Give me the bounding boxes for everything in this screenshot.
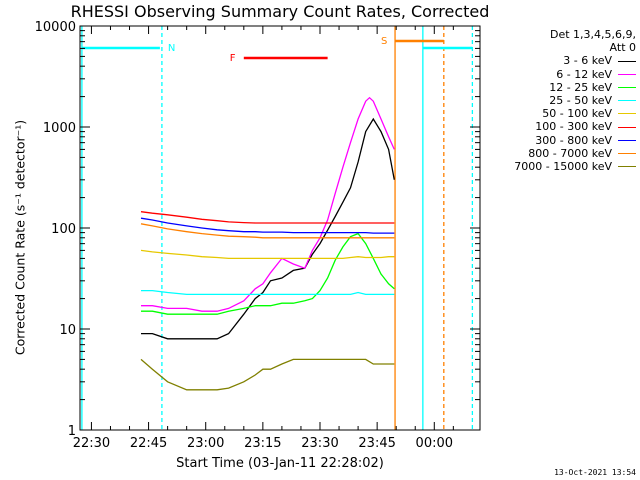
x-tick-label-4: 23:30 bbox=[301, 436, 338, 451]
legend-label: 100 - 300 keV bbox=[535, 120, 612, 134]
series-line-8 bbox=[140, 358, 395, 391]
y-tick-label-0: 1 bbox=[68, 424, 76, 439]
legend-swatch bbox=[618, 73, 636, 75]
legend-entry: 300 - 800 keV bbox=[514, 134, 636, 147]
legend-label: 25 - 50 keV bbox=[549, 94, 612, 108]
y-axis-label: Corrected Count Rate (s⁻¹ detector⁻¹) bbox=[12, 119, 28, 356]
x-tick-label-5: 23:45 bbox=[358, 436, 395, 451]
x-tick-label-1: 22:45 bbox=[130, 436, 167, 451]
annotation-layer: N F S bbox=[168, 36, 388, 64]
chart-title: RHESSI Observing Summary Count Rates, Co… bbox=[70, 2, 490, 21]
legend: Det 1,3,4,5,6,9, Att 0 3 - 6 keV 6 - 12 k… bbox=[514, 28, 636, 173]
x-tick-label-6: 00:00 bbox=[416, 436, 453, 451]
legend-label: 7000 - 15000 keV bbox=[514, 160, 612, 174]
legend-label: 300 - 800 keV bbox=[535, 133, 612, 147]
x-tick-label-3: 23:15 bbox=[244, 436, 281, 451]
legend-entry: 800 - 7000 keV bbox=[514, 147, 636, 160]
axes: 22:30 22:45 23:00 23:15 23:30 23:45 00:00 1 10 10… bbox=[35, 20, 480, 451]
annotation-flare-bar: F bbox=[230, 53, 236, 64]
legend-entry: 25 - 50 keV bbox=[514, 94, 636, 107]
series-line-0 bbox=[141, 117, 395, 340]
legend-swatch bbox=[618, 113, 636, 115]
series-line-6 bbox=[140, 217, 395, 234]
annotation-night-bar: N bbox=[168, 43, 175, 54]
y-tick-label-1: 10 bbox=[59, 323, 76, 338]
series-layer bbox=[140, 96, 395, 391]
legend-label: 6 - 12 keV bbox=[556, 67, 612, 81]
x-axis-label: Start Time (03-Jan-11 22:28:02) bbox=[176, 456, 384, 471]
series-line-3 bbox=[141, 289, 395, 296]
legend-header-line-2: Att 0 bbox=[609, 41, 636, 55]
legend-swatch bbox=[618, 152, 636, 154]
series-line-2 bbox=[141, 232, 395, 315]
legend-entry: 3 - 6 keV bbox=[514, 54, 636, 67]
y-tick-label-4: 10000 bbox=[35, 20, 76, 35]
legend-rows: 3 - 6 keV 6 - 12 keV 12 - 25 keV 25 - 50 ke… bbox=[514, 54, 636, 173]
legend-entry: 6 - 12 keV bbox=[514, 68, 636, 81]
series-line-7 bbox=[140, 223, 395, 239]
series-line-5 bbox=[140, 211, 395, 224]
observing-bands bbox=[81, 26, 474, 430]
series-line-4 bbox=[140, 249, 395, 260]
legend-entry: 12 - 25 keV bbox=[514, 81, 636, 94]
plot-frame bbox=[79, 25, 481, 431]
legend-entry: 100 - 300 keV bbox=[514, 120, 636, 133]
annotation-saa-bar: S bbox=[381, 36, 387, 47]
x-tick-label-2: 23:00 bbox=[187, 436, 224, 451]
legend-entry: 50 - 100 keV bbox=[514, 107, 636, 120]
legend-label: 50 - 100 keV bbox=[542, 107, 612, 121]
x-tick-label-0: 22:30 bbox=[73, 436, 110, 451]
y-tick-label-3: 1000 bbox=[43, 121, 76, 136]
legend-swatch bbox=[618, 60, 636, 62]
legend-header-line-1: Det 1,3,4,5,6,9, bbox=[549, 28, 636, 41]
y-tick-label-2: 100 bbox=[51, 222, 76, 237]
legend-entry: 7000 - 15000 keV bbox=[514, 160, 636, 173]
series-line-1 bbox=[141, 96, 395, 312]
timestamp: 13-Oct-2021 13:54 bbox=[554, 468, 636, 477]
legend-swatch bbox=[618, 139, 636, 141]
legend-swatch bbox=[618, 100, 636, 102]
legend-swatch bbox=[618, 166, 636, 168]
legend-swatch bbox=[618, 86, 636, 88]
legend-label: 800 - 7000 keV bbox=[528, 146, 612, 160]
legend-label: 3 - 6 keV bbox=[563, 54, 612, 68]
legend-label: 12 - 25 keV bbox=[549, 80, 612, 94]
legend-swatch bbox=[618, 126, 636, 128]
